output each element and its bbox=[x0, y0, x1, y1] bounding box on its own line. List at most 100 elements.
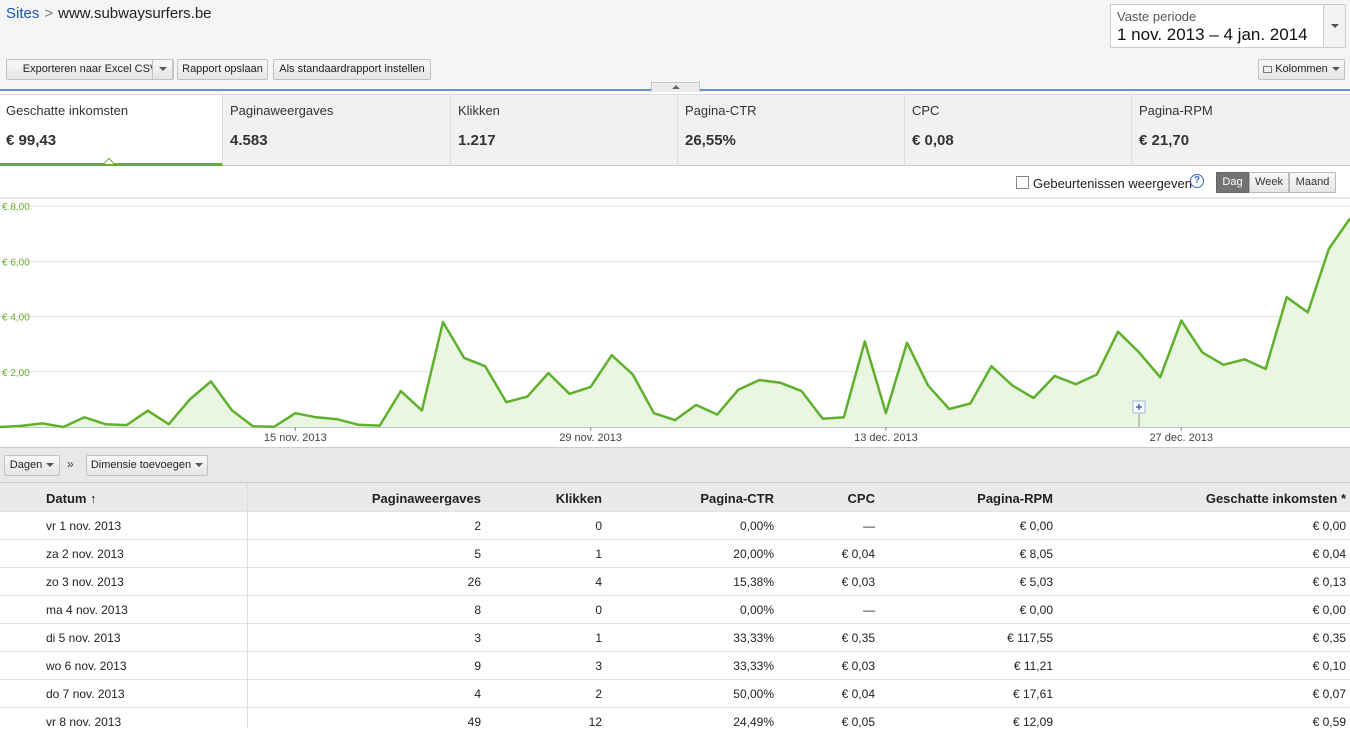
table-row: za 2 nov. 2013 5 1 20,00% € 0,04 € 8,05 € 0,04 bbox=[0, 539, 1350, 567]
granularity-day-button[interactable]: Dag bbox=[1216, 172, 1249, 193]
cell-pageviews: 4 bbox=[474, 687, 481, 701]
collapse-toggle[interactable] bbox=[651, 82, 700, 92]
show-events-checkbox[interactable] bbox=[1016, 176, 1029, 189]
cell-estimated-earnings: € 0,00 bbox=[1312, 519, 1346, 533]
cell-page-rpm: € 8,05 bbox=[1019, 547, 1053, 561]
metric-value: € 99,43 bbox=[6, 132, 57, 149]
x-tick-label: 27 dec. 2013 bbox=[1149, 432, 1213, 444]
cell-estimated-earnings: € 0,07 bbox=[1312, 687, 1346, 701]
metric-value: 1.217 bbox=[458, 132, 496, 149]
x-tick-label: 13 dec. 2013 bbox=[854, 432, 918, 444]
cell-date: zo 3 nov. 2013 bbox=[46, 575, 124, 589]
cell-page-ctr: 0,00% bbox=[739, 519, 774, 533]
cell-page-ctr: 0,00% bbox=[739, 603, 774, 617]
granularity-month-button[interactable]: Maand bbox=[1289, 172, 1336, 193]
y-tick-label: € 2,00 bbox=[2, 368, 30, 379]
cell-pageviews: 26 bbox=[467, 575, 481, 589]
column-header-date[interactable]: Datum ↑ bbox=[46, 491, 97, 506]
cell-date: vr 8 nov. 2013 bbox=[46, 715, 122, 729]
y-tick-label: € 8,00 bbox=[2, 202, 30, 213]
cell-page-rpm: € 117,55 bbox=[1007, 631, 1053, 645]
cell-cpc: — bbox=[863, 519, 875, 533]
metric-tab-page-rpm[interactable]: Pagina-RPM € 21,70 bbox=[1133, 95, 1350, 166]
cell-page-ctr: 24,49% bbox=[733, 715, 774, 729]
metric-tab-estimated-earnings[interactable]: Geschatte inkomsten € 99,43 bbox=[0, 95, 223, 166]
table-row: ma 4 nov. 2013 8 0 0,00% — € 0,00 € 0,00 bbox=[0, 595, 1350, 623]
cell-page-ctr: 20,00% bbox=[733, 547, 774, 561]
export-csv-button[interactable]: Exporteren naar Excel CSV bbox=[6, 59, 174, 80]
column-header-page-ctr[interactable]: Pagina-CTR bbox=[700, 491, 774, 506]
cell-estimated-earnings: € 0,04 bbox=[1312, 547, 1346, 561]
column-header-clicks[interactable]: Klikken bbox=[555, 491, 602, 506]
metric-tab-pageviews[interactable]: Paginaweergaves 4.583 bbox=[224, 95, 451, 166]
double-chevron-icon: » bbox=[67, 457, 74, 471]
metric-label: Pagina-CTR bbox=[685, 103, 757, 118]
save-report-button[interactable]: Rapport opslaan bbox=[177, 59, 268, 80]
metric-tab-cpc[interactable]: CPC € 0,08 bbox=[906, 95, 1132, 166]
cell-page-rpm: € 17,61 bbox=[1012, 687, 1053, 701]
columns-icon bbox=[1263, 65, 1273, 73]
dimension-dropdown[interactable]: Dagen bbox=[4, 455, 60, 476]
cell-date: ma 4 nov. 2013 bbox=[46, 603, 128, 617]
help-icon[interactable]: ? bbox=[1190, 174, 1204, 188]
date-range-dropdown-button[interactable] bbox=[1323, 5, 1345, 47]
metric-label: Klikken bbox=[458, 103, 500, 118]
cell-cpc: € 0,35 bbox=[841, 631, 875, 645]
cell-estimated-earnings: € 0,00 bbox=[1312, 603, 1346, 617]
cell-page-ctr: 50,00% bbox=[733, 687, 774, 701]
columns-button[interactable]: Kolommen bbox=[1258, 59, 1345, 80]
cell-cpc: € 0,04 bbox=[841, 547, 875, 561]
breadcrumb-sites-link[interactable]: Sites bbox=[6, 5, 40, 22]
metric-label: CPC bbox=[912, 103, 940, 118]
export-options-dropdown[interactable] bbox=[152, 59, 173, 80]
cell-page-ctr: 33,33% bbox=[733, 659, 774, 673]
selected-pointer-icon bbox=[104, 158, 114, 164]
cell-estimated-earnings: € 0,35 bbox=[1312, 631, 1346, 645]
cell-cpc: € 0,05 bbox=[841, 715, 875, 729]
cell-cpc: — bbox=[863, 603, 875, 617]
cell-date: vr 1 nov. 2013 bbox=[46, 519, 122, 533]
cell-pageviews: 9 bbox=[474, 659, 481, 673]
chevron-down-icon bbox=[195, 463, 204, 468]
breadcrumb: Sites > www.subwaysurfers.be bbox=[6, 5, 212, 22]
chevron-down-icon bbox=[1331, 67, 1340, 72]
column-header-cpc[interactable]: CPC bbox=[847, 491, 875, 506]
cell-estimated-earnings: € 0,10 bbox=[1312, 659, 1346, 673]
cell-pageviews: 8 bbox=[474, 603, 481, 617]
columns-label: Kolommen bbox=[1275, 63, 1328, 75]
metrics-bar: Geschatte inkomsten € 99,43 Paginaweerga… bbox=[0, 94, 1350, 166]
plus-icon bbox=[1136, 404, 1143, 410]
cell-clicks: 12 bbox=[588, 715, 602, 729]
table-row: di 5 nov. 2013 3 1 33,33% € 0,35 € 117,55 € 0,… bbox=[0, 623, 1350, 651]
add-dimension-label: Dimensie toevoegen bbox=[90, 459, 192, 471]
metric-tab-clicks[interactable]: Klikken 1.217 bbox=[452, 95, 678, 166]
cell-date: di 5 nov. 2013 bbox=[46, 631, 121, 645]
cell-clicks: 4 bbox=[595, 575, 602, 589]
column-header-pageviews[interactable]: Paginaweergaves bbox=[371, 491, 481, 506]
add-dimension-dropdown[interactable]: Dimensie toevoegen bbox=[86, 455, 208, 476]
column-header-estimated-earnings[interactable]: Geschatte inkomsten * bbox=[1205, 491, 1346, 506]
column-header-page-rpm[interactable]: Pagina-RPM bbox=[977, 491, 1053, 506]
table-row: vr 1 nov. 2013 2 0 0,00% — € 0,00 € 0,00 bbox=[0, 511, 1350, 539]
x-tick-label: 29 nov. 2013 bbox=[559, 432, 622, 444]
date-range-picker[interactable]: Vaste periode 1 nov. 2013 – 4 jan. 2014 bbox=[1110, 4, 1346, 48]
set-default-report-label: Als standaardrapport instellen bbox=[279, 63, 425, 75]
table-row: vr 8 nov. 2013 49 12 24,49% € 0,05 € 12,09 € 0… bbox=[0, 707, 1350, 735]
show-events-label[interactable]: Gebeurtenissen weergeven bbox=[1033, 176, 1192, 191]
cell-clicks: 1 bbox=[595, 631, 602, 645]
cell-pageviews: 2 bbox=[474, 519, 481, 533]
metric-value: € 21,70 bbox=[1139, 132, 1190, 149]
metric-tab-page-ctr[interactable]: Pagina-CTR 26,55% bbox=[679, 95, 905, 166]
granularity-week-button[interactable]: Week bbox=[1249, 172, 1289, 193]
chevron-down-icon bbox=[1331, 24, 1339, 28]
date-range-value: 1 nov. 2013 – 4 jan. 2014 bbox=[1117, 25, 1308, 44]
cell-estimated-earnings: € 0,13 bbox=[1312, 575, 1346, 589]
cell-clicks: 2 bbox=[595, 687, 602, 701]
table-row: do 7 nov. 2013 4 2 50,00% € 0,04 € 17,61 € 0,0… bbox=[0, 679, 1350, 707]
metric-label: Pagina-RPM bbox=[1139, 103, 1213, 118]
export-csv-label: Exporteren naar Excel CSV bbox=[22, 63, 158, 75]
cell-cpc: € 0,04 bbox=[841, 687, 875, 701]
metric-value: 26,55% bbox=[685, 132, 736, 149]
table-row: zo 3 nov. 2013 26 4 15,38% € 0,03 € 5,03 € 0,1… bbox=[0, 567, 1350, 595]
set-default-report-button[interactable]: Als standaardrapport instellen bbox=[273, 59, 431, 80]
